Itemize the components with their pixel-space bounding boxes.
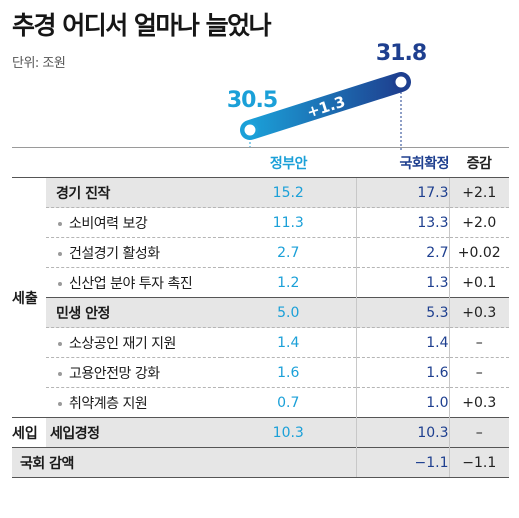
diff-value: –: [448, 327, 509, 358]
gov-value: 2.7: [221, 237, 356, 268]
bullet-icon: [58, 281, 62, 286]
diff-value: –: [448, 417, 509, 448]
gov-value: 11.3: [221, 207, 356, 238]
subcategory-row: 소상공인 재기 지원 1.4 1.4–: [12, 327, 509, 358]
diff-value: +0.3: [448, 297, 509, 328]
row-label: 민생 안정: [46, 297, 221, 328]
gov-marker: [241, 121, 259, 139]
row-label: 소비여력 보강: [46, 207, 221, 238]
row-label: 국회 감액: [12, 447, 221, 478]
subcategory-row: 소비여력 보강 11.3 13.3 +2.0: [12, 207, 509, 238]
header-blank: [12, 147, 46, 178]
row-label-text: 고용안전망 강화: [69, 365, 160, 382]
section-expenditure-label: 세출: [12, 177, 46, 418]
bullet-icon: [58, 401, 62, 406]
gov-value: 1.6: [221, 357, 356, 388]
diff-value: +2.1: [448, 177, 509, 208]
diff-value: +0.1: [448, 267, 509, 298]
final-value: 1.4: [355, 327, 449, 358]
page-title: 추경 어디서 얼마나 늘었나: [12, 11, 272, 40]
unit-label: 단위: 조원: [12, 56, 66, 71]
category-row: 민생 안정 5.0 5.3 +0.3: [12, 297, 509, 328]
row-label: 세입경정: [46, 417, 221, 448]
total-comparison-graphic: +1.3 30.5 31.8: [227, 41, 427, 150]
revenue-row: 세입 세입경정 10.3 10.3 –: [12, 417, 509, 448]
diff-value: +0.3: [448, 387, 509, 418]
row-label-text: 취약계층 지원: [69, 395, 148, 412]
gov-value: 1.4: [221, 327, 356, 358]
diff-value: +2.0: [448, 207, 509, 238]
header-blank: [46, 147, 221, 178]
category-row: 세출 경기 진작 15.2 17.3 +2.1: [12, 177, 509, 418]
diff-value: –: [448, 357, 509, 388]
final-value: −1.1: [355, 447, 449, 478]
diff-label: +1.3: [305, 93, 348, 122]
row-label: 경기 진작: [46, 177, 221, 208]
row-label: 소상공인 재기 지원: [46, 327, 221, 358]
row-label-text: 건설경기 활성화: [69, 245, 160, 262]
row-label: 신산업 분야 투자 촉진: [46, 267, 221, 298]
gov-value: 10.3: [221, 417, 356, 448]
expenditure-rows: 세출 경기 진작 15.2 17.3 +2.1 소비여력 보강 11.3 13.3 +2.0 건설…: [12, 177, 509, 418]
diff-value: −1.1: [448, 447, 509, 478]
subcategory-row: 신산업 분야 투자 촉진 1.2 1.3 +0.1: [12, 267, 509, 298]
header-row: 정부안 국회확정 증감: [12, 147, 509, 178]
row-label: 건설경기 활성화: [46, 237, 221, 268]
gov-value: 15.2: [221, 177, 356, 208]
bullet-icon: [58, 371, 62, 376]
bullet-icon: [58, 251, 62, 256]
row-label-text: 소상공인 재기 지원: [69, 335, 176, 352]
row-label: 고용안전망 강화: [46, 357, 221, 388]
final-value: 5.3: [355, 297, 449, 328]
row-label-text: 소비여력 보강: [69, 215, 148, 232]
final-value: 10.3: [355, 417, 449, 448]
row-label-text: 신산업 분야 투자 촉진: [69, 275, 193, 292]
bullet-icon: [58, 341, 62, 346]
gov-value: 5.0: [221, 297, 356, 328]
gov-value: 0.7: [221, 387, 356, 418]
slope-line: [240, 72, 411, 140]
final-value: 2.7: [355, 237, 449, 268]
cut-row: 국회 감액 −1.1 −1.1: [12, 447, 509, 478]
final-value: 17.3: [355, 177, 449, 208]
gov-value: [221, 447, 356, 478]
header-final: 국회확정: [356, 147, 450, 178]
diff-value: +0.02: [448, 237, 509, 268]
final-value: 1.3: [355, 267, 449, 298]
final-value: 13.3: [355, 207, 449, 238]
final-total-value: 31.8: [376, 41, 426, 66]
final-value: 1.0: [355, 387, 449, 418]
bullet-icon: [58, 221, 62, 226]
final-marker: [392, 73, 410, 91]
gov-total-value: 30.5: [227, 88, 277, 113]
final-value: 1.6: [355, 357, 449, 388]
row-label: 취약계층 지원: [46, 387, 221, 418]
section-revenue-label: 세입: [12, 417, 46, 448]
subcategory-row: 건설경기 활성화 2.7 2.7 +0.02: [12, 237, 509, 268]
header-diff: 증감: [449, 147, 509, 178]
subcategory-row: 취약계층 지원 0.7 1.0 +0.3: [12, 387, 509, 418]
header-gov: 정부안: [221, 147, 356, 178]
subcategory-row: 고용안전망 강화 1.6 1.6–: [12, 357, 509, 388]
gov-value: 1.2: [221, 267, 356, 298]
budget-table: 정부안 국회확정 증감 세출 경기 진작 15.2 17.3 +2.1 소비여력 보강 11…: [12, 147, 509, 478]
